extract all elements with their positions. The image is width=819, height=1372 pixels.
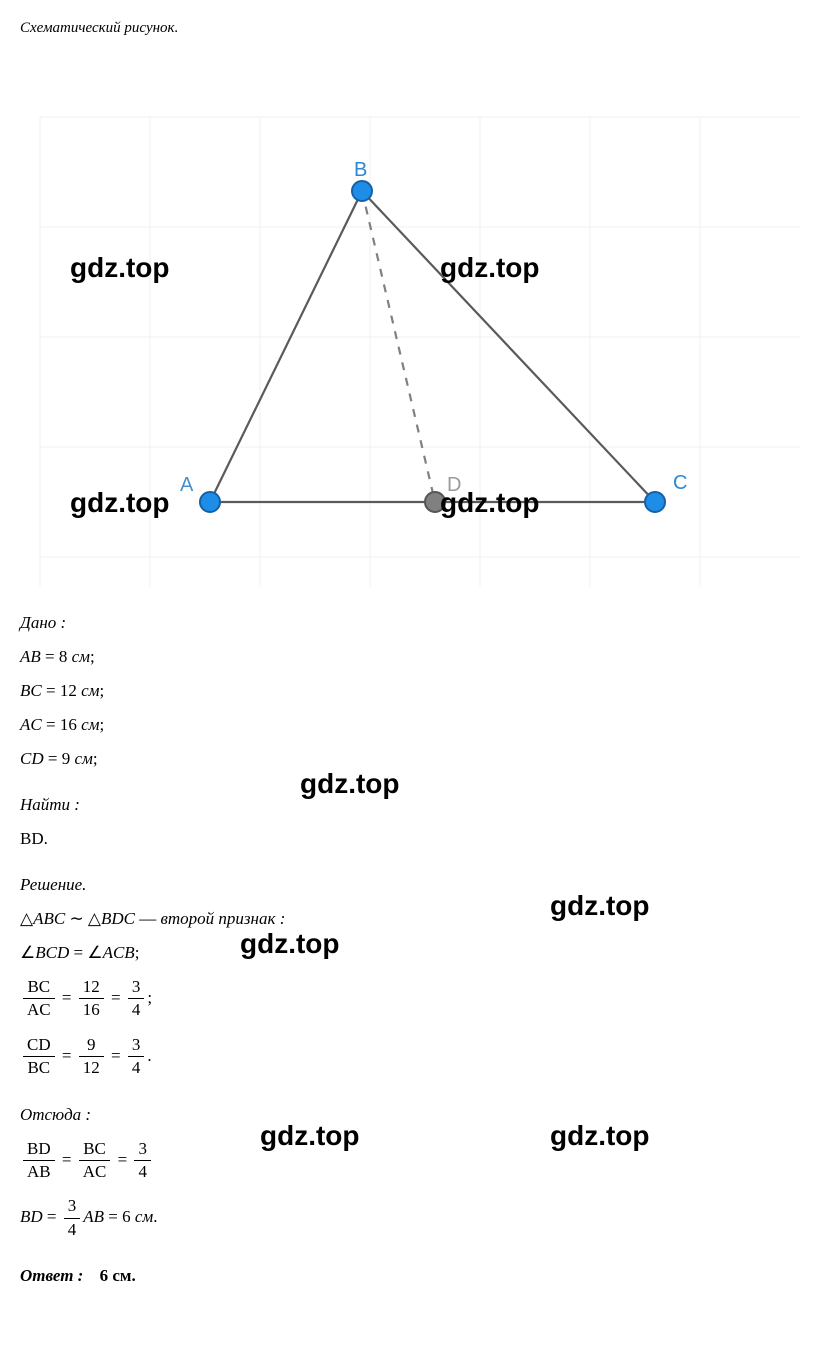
find-value: BD.: [20, 829, 799, 849]
triangle-diagram: ABCDgdz.topgdz.topgdz.topgdz.top: [20, 57, 800, 587]
answer-value: 6 см.: [100, 1266, 136, 1285]
given-label: Дано :: [20, 613, 799, 633]
watermark: gdz.top: [550, 1120, 650, 1152]
diagram-caption: Схематический рисунок.: [20, 20, 799, 37]
vertex-label-c: C: [673, 472, 687, 495]
ratio-1: BCAC = 1216 = 34;: [20, 977, 799, 1021]
answer-label: Ответ :: [20, 1266, 83, 1285]
hence-label: Отсюда :: [20, 1105, 799, 1125]
given-item: AC = 16 см;: [20, 715, 799, 735]
find-label: Найти :: [20, 795, 799, 815]
given-item: CD = 9 см;: [20, 749, 799, 769]
watermark: gdz.top: [550, 890, 650, 922]
ratio-3: BDAB = BCAC = 34: [20, 1139, 799, 1183]
similarity-line: △ABC ∼ △BDC — второй признак :: [20, 909, 799, 929]
angle-line: ∠BCD = ∠ACB;: [20, 943, 799, 963]
given-item: BC = 12 см;: [20, 681, 799, 701]
bd-line: BD = 34AB = 6 см.: [20, 1196, 799, 1240]
solution-label: Решение.: [20, 875, 799, 895]
watermark: gdz.top: [260, 1120, 360, 1152]
vertex-label-a: A: [180, 474, 193, 497]
vertex-label-b: B: [354, 159, 367, 182]
answer-line: Ответ : 6 см.: [20, 1266, 799, 1286]
watermark: gdz.top: [240, 928, 340, 960]
ratio-2: CDBC = 912 = 34.: [20, 1035, 799, 1079]
vertex-label-d: D: [447, 474, 461, 497]
watermark: gdz.top: [300, 768, 400, 800]
given-item: AB = 8 см;: [20, 647, 799, 667]
